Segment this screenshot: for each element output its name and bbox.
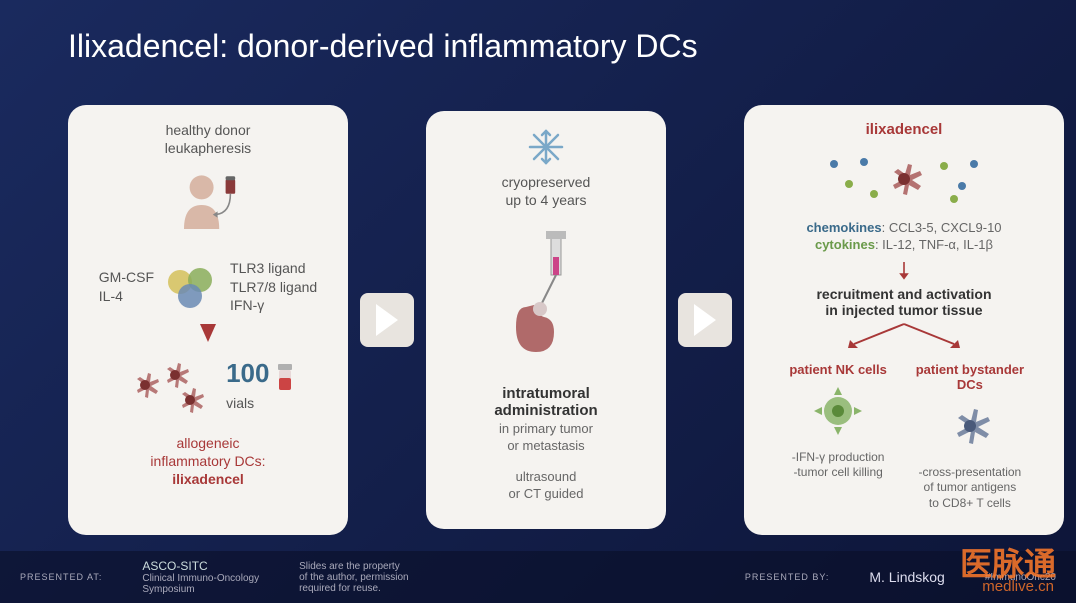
cell-cluster-icon [162, 262, 222, 312]
arrow-icon [694, 304, 716, 336]
watermark-url: medlive.cn [982, 578, 1054, 595]
slide-title: Ilixadencel: donor-derived inflammatory … [68, 28, 698, 65]
arrow-icon [376, 304, 398, 336]
panel-mechanism: ilixadencel chemokines: CCL3-5, CXCL9-10… [744, 105, 1064, 535]
split-row: patient NK cells -IFN-γ production -tumo… [779, 362, 1029, 512]
cyto-txt: : IL-12, TNF-α, IL-1β [875, 237, 993, 252]
syringe-kidney-icon [496, 227, 596, 367]
allo-2: inflammatory DCs: [150, 452, 265, 470]
down-arrow-icon [896, 260, 912, 280]
right-ligands: TLR3 ligand TLR7/8 ligand IFN-γ [230, 259, 317, 314]
cryo-text: cryopreserved up to 4 years [502, 173, 591, 209]
vial-count: 100 [226, 358, 269, 388]
chemo-txt: : CCL3-5, CXCL9-10 [882, 220, 1002, 235]
cyto-label: cytokines [815, 237, 875, 252]
nk-txt: -IFN-γ production -tumor cell killing [779, 450, 897, 481]
presenter-name: M. Lindskog [869, 569, 944, 585]
chemokines-line: chemokines: CCL3-5, CXCL9-10 [806, 220, 1001, 237]
dc-vial-row: 100 vials [120, 346, 296, 424]
left-cytokines: GM-CSF IL-4 [99, 268, 154, 304]
allo-1: allogeneic [150, 434, 265, 452]
ilixadencel-dots-icon [814, 144, 994, 214]
arrow-1 [360, 293, 414, 347]
asco-2: Clinical Immuno-Oncology [142, 573, 259, 584]
presented-by-label: PRESENTED BY: [745, 572, 830, 582]
culture-row: GM-CSF IL-4 TLR3 ligand TLR7/8 ligand IF… [99, 259, 317, 314]
allo-3: ilixadencel [150, 470, 265, 488]
donor-icon [168, 165, 248, 245]
chemo-label: chemokines [806, 220, 881, 235]
nk-col: patient NK cells -IFN-γ production -tumo… [779, 362, 897, 512]
panel-row: healthy donor leukapheresis GM-CSF IL-4 … [68, 105, 1064, 535]
dc-col: patient bystander DCs -cross-presentatio… [911, 362, 1029, 512]
p3-title: ilixadencel [866, 121, 943, 138]
vial-icon [274, 362, 296, 394]
dc-txt: -cross-presentation of tumor antigens to… [911, 465, 1029, 512]
panel-administration: cryopreserved up to 4 years intratumoral… [426, 111, 666, 529]
presented-at-label: PRESENTED AT: [20, 572, 102, 582]
split-arrows-icon [814, 322, 994, 350]
slides-note: Slides are the property of the author, p… [299, 561, 409, 594]
bystander-dc-icon [942, 398, 998, 454]
nk-cell-icon [810, 383, 866, 439]
vial-label: vials [226, 394, 296, 412]
red-arrow-icon [200, 324, 216, 342]
panel-production: healthy donor leukapheresis GM-CSF IL-4 … [68, 105, 348, 535]
dc-title: patient bystander DCs [911, 362, 1029, 392]
asco-3: Symposium [142, 584, 259, 595]
dc-cluster-icon [120, 350, 220, 420]
asco-1: ASCO-SITC [142, 559, 259, 573]
guide-txt: ultrasound or CT guided [509, 469, 584, 503]
arrow-2 [678, 293, 732, 347]
admin-txt: in primary tumor or metastasis [499, 421, 593, 455]
cytokines-line: cytokines: IL-12, TNF-α, IL-1β [815, 237, 993, 254]
recruit-text: recruitment and activation in injected t… [816, 286, 991, 318]
snowflake-icon [526, 127, 566, 167]
footer-bar: PRESENTED AT: ASCO-SITC Clinical Immuno-… [0, 551, 1076, 603]
donor-label: healthy donor leukapheresis [165, 121, 251, 157]
admin-bold: intratumoral administration [494, 385, 597, 419]
asco-block: ASCO-SITC Clinical Immuno-Oncology Sympo… [142, 559, 259, 595]
nk-title: patient NK cells [779, 362, 897, 377]
